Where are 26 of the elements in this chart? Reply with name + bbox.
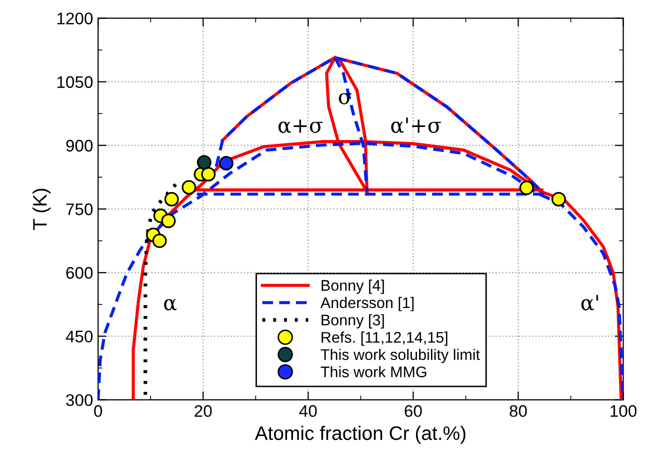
x-tick-label: 60 [404,405,422,417]
x-tick-label: 80 [510,405,527,417]
legend-label: This work MMG [320,366,426,378]
x-tick-label: 20 [194,405,212,417]
y-axis-title: T (K) [32,188,51,230]
y-tick-label: 1050 [57,76,93,88]
y-tick-label: 450 [66,330,93,342]
x-tick-label: 0 [94,405,102,417]
legend-label: Refs. [11,12,14,15] [322,332,448,346]
annotation: σ [338,93,352,104]
x-tick-label: 40 [299,405,317,417]
annotation: α' [581,294,598,310]
y-tick-label: 600 [66,267,93,279]
annotation: α+σ [278,120,323,133]
y-tick-label: 1200 [57,12,93,24]
legend-label: This work solubility limit [320,348,480,364]
y-tick-label: 750 [66,203,93,216]
y-tick-label: 900 [66,140,93,152]
annotation: α'+σ [391,118,441,133]
legend-label: Bonny [3] [322,314,384,328]
x-tick-label: 100 [610,405,637,417]
x-axis-title: Atomic fraction Cr (at.%) [254,426,466,444]
legend-label: Andersson [1] [320,296,414,312]
annotation: α [164,299,177,310]
y-tick-label: 300 [66,394,93,406]
legend-label: Bonny [4] [322,280,384,294]
